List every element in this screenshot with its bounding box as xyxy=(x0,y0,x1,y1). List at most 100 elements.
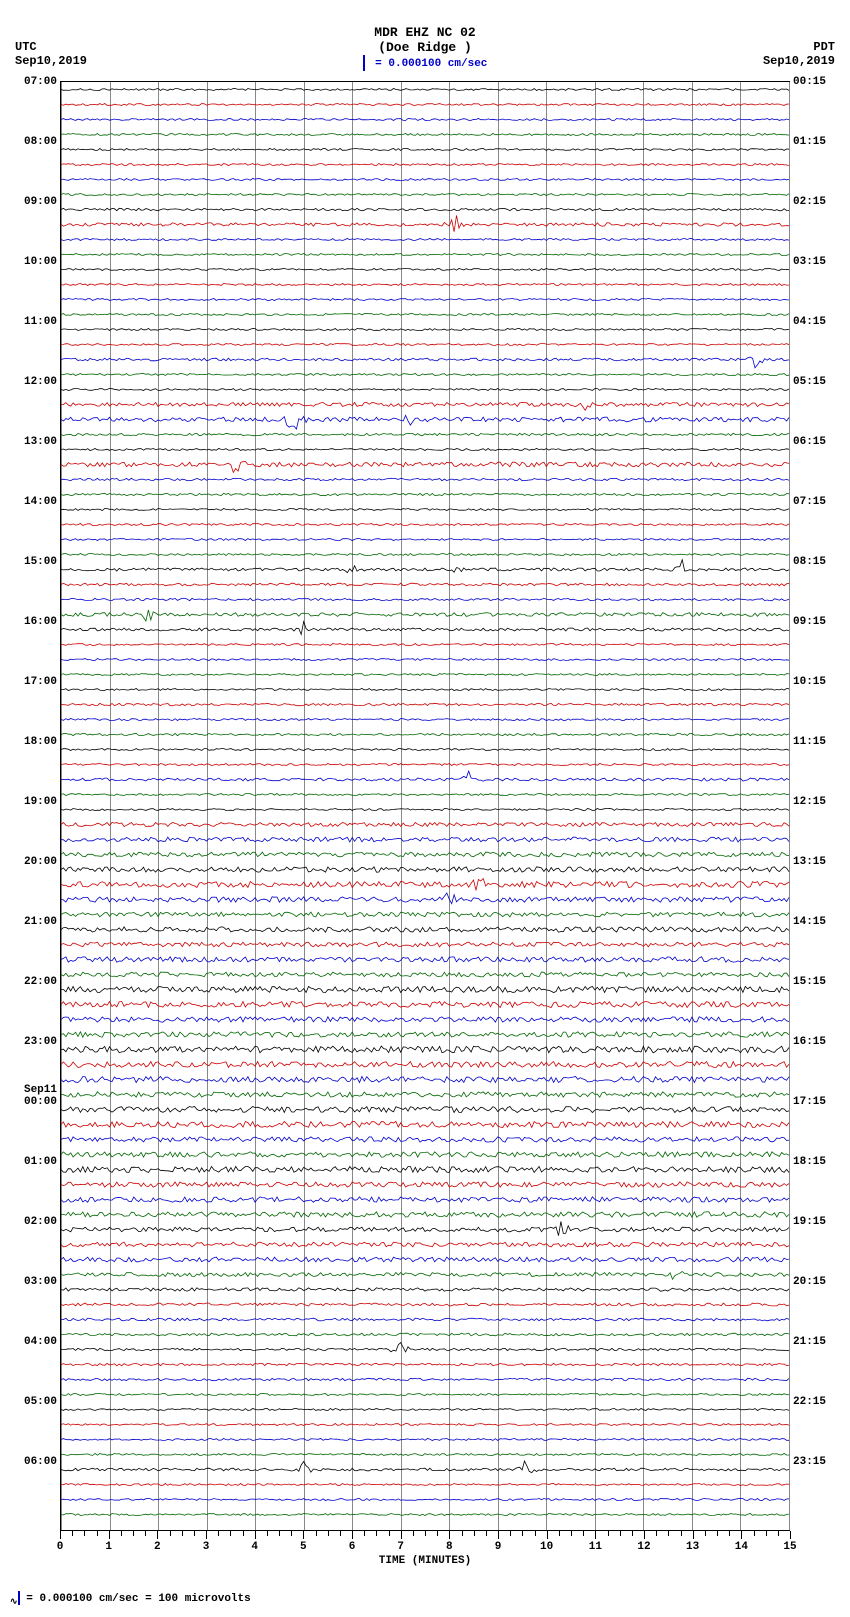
pdt-hour-label: 22:15 xyxy=(789,1396,826,1408)
x-tick-major xyxy=(449,1531,450,1539)
x-tick-minor xyxy=(121,1531,122,1536)
x-tick-label: 5 xyxy=(300,1541,307,1553)
right-date: Sep10,2019 xyxy=(763,54,835,68)
x-tick-minor xyxy=(340,1531,341,1536)
x-tick-minor xyxy=(376,1531,377,1536)
x-tick-minor xyxy=(291,1531,292,1536)
utc-hour-label: 09:00 xyxy=(24,196,61,208)
x-tick-minor xyxy=(97,1531,98,1536)
x-tick-label: 2 xyxy=(154,1541,161,1553)
footer-scale: ∿ = 0.000100 cm/sec = 100 microvolts xyxy=(0,1571,850,1617)
utc-hour-label: 11:00 xyxy=(24,316,61,328)
x-tick-label: 0 xyxy=(57,1541,64,1553)
x-tick-minor xyxy=(462,1531,463,1536)
pdt-hour-label: 16:15 xyxy=(789,1036,826,1048)
utc-hour-label: 16:00 xyxy=(24,616,61,628)
x-tick-minor xyxy=(389,1531,390,1536)
x-tick-minor xyxy=(717,1531,718,1536)
x-tick-minor xyxy=(681,1531,682,1536)
utc-hour-label: 14:00 xyxy=(24,496,61,508)
utc-hour-label: 23:00 xyxy=(24,1036,61,1048)
x-tick-label: 7 xyxy=(397,1541,404,1553)
x-tick-label: 10 xyxy=(540,1541,553,1553)
x-tick-minor xyxy=(705,1531,706,1536)
pdt-hour-label: 17:15 xyxy=(789,1096,826,1108)
utc-hour-label: 12:00 xyxy=(24,376,61,388)
x-tick-minor xyxy=(133,1531,134,1536)
x-tick-minor xyxy=(267,1531,268,1536)
x-tick-minor xyxy=(84,1531,85,1536)
x-tick-minor xyxy=(316,1531,317,1536)
utc-hour-label: 10:00 xyxy=(24,256,61,268)
pdt-hour-label: 21:15 xyxy=(789,1336,826,1348)
x-tick-minor xyxy=(218,1531,219,1536)
pdt-hour-label: 02:15 xyxy=(789,196,826,208)
right-tz: PDT xyxy=(763,40,835,54)
x-tick-minor xyxy=(571,1531,572,1536)
utc-hour-label: 02:00 xyxy=(24,1216,61,1228)
station-location: (Doe Ridge ) xyxy=(0,40,850,55)
x-tick-minor xyxy=(668,1531,669,1536)
x-tick-label: 11 xyxy=(589,1541,602,1553)
x-tick-minor xyxy=(279,1531,280,1536)
x-tick-minor xyxy=(182,1531,183,1536)
x-tick-minor xyxy=(778,1531,779,1536)
x-tick-minor xyxy=(620,1531,621,1536)
x-tick-label: 8 xyxy=(446,1541,453,1553)
x-tick-minor xyxy=(559,1531,560,1536)
x-tick-minor xyxy=(486,1531,487,1536)
x-tick-minor xyxy=(194,1531,195,1536)
x-tick-minor xyxy=(170,1531,171,1536)
station-id: MDR EHZ NC 02 xyxy=(0,25,850,40)
utc-hour-label: 19:00 xyxy=(24,796,61,808)
x-tick-minor xyxy=(243,1531,244,1536)
pdt-hour-label: 19:15 xyxy=(789,1216,826,1228)
pdt-hour-label: 23:15 xyxy=(789,1456,826,1468)
x-tick-minor xyxy=(413,1531,414,1536)
x-tick-minor xyxy=(632,1531,633,1536)
utc-hour-label: 08:00 xyxy=(24,136,61,148)
pdt-hour-label: 05:15 xyxy=(789,376,826,388)
utc-hour-label: 04:00 xyxy=(24,1336,61,1348)
pdt-hour-label: 12:15 xyxy=(789,796,826,808)
day-break-label: Sep11 xyxy=(24,1084,61,1096)
x-tick-major xyxy=(60,1531,61,1539)
x-tick-major xyxy=(693,1531,694,1539)
x-axis: TIME (MINUTES) 0123456789101112131415 xyxy=(60,1531,790,1571)
utc-hour-label: 00:00 xyxy=(24,1096,61,1108)
x-tick-minor xyxy=(522,1531,523,1536)
pdt-hour-label: 15:15 xyxy=(789,976,826,988)
x-tick-minor xyxy=(535,1531,536,1536)
utc-hour-label: 21:00 xyxy=(24,916,61,928)
x-tick-major xyxy=(109,1531,110,1539)
x-tick-label: 12 xyxy=(637,1541,650,1553)
x-tick-minor xyxy=(766,1531,767,1536)
x-tick-major xyxy=(498,1531,499,1539)
x-tick-minor xyxy=(425,1531,426,1536)
pdt-hour-label: 03:15 xyxy=(789,256,826,268)
x-axis-title: TIME (MINUTES) xyxy=(60,1531,790,1567)
x-tick-minor xyxy=(608,1531,609,1536)
x-tick-minor xyxy=(230,1531,231,1536)
pdt-hour-label: 10:15 xyxy=(789,676,826,688)
x-tick-minor xyxy=(729,1531,730,1536)
utc-hour-label: 13:00 xyxy=(24,436,61,448)
utc-hour-label: 07:00 xyxy=(24,76,61,88)
x-tick-label: 15 xyxy=(783,1541,796,1553)
x-tick-minor xyxy=(328,1531,329,1536)
utc-hour-label: 15:00 xyxy=(24,556,61,568)
x-tick-major xyxy=(401,1531,402,1539)
pdt-hour-label: 04:15 xyxy=(789,316,826,328)
pdt-hour-label: 11:15 xyxy=(789,736,826,748)
pdt-hour-label: 08:15 xyxy=(789,556,826,568)
pdt-hour-label: 14:15 xyxy=(789,916,826,928)
utc-hour-label: 01:00 xyxy=(24,1156,61,1168)
x-tick-minor xyxy=(364,1531,365,1536)
x-tick-minor xyxy=(583,1531,584,1536)
utc-hour-label: 03:00 xyxy=(24,1276,61,1288)
pdt-hour-label: 01:15 xyxy=(789,136,826,148)
pdt-hour-label: 20:15 xyxy=(789,1276,826,1288)
x-tick-label: 1 xyxy=(105,1541,112,1553)
x-tick-major xyxy=(741,1531,742,1539)
x-tick-minor xyxy=(72,1531,73,1536)
